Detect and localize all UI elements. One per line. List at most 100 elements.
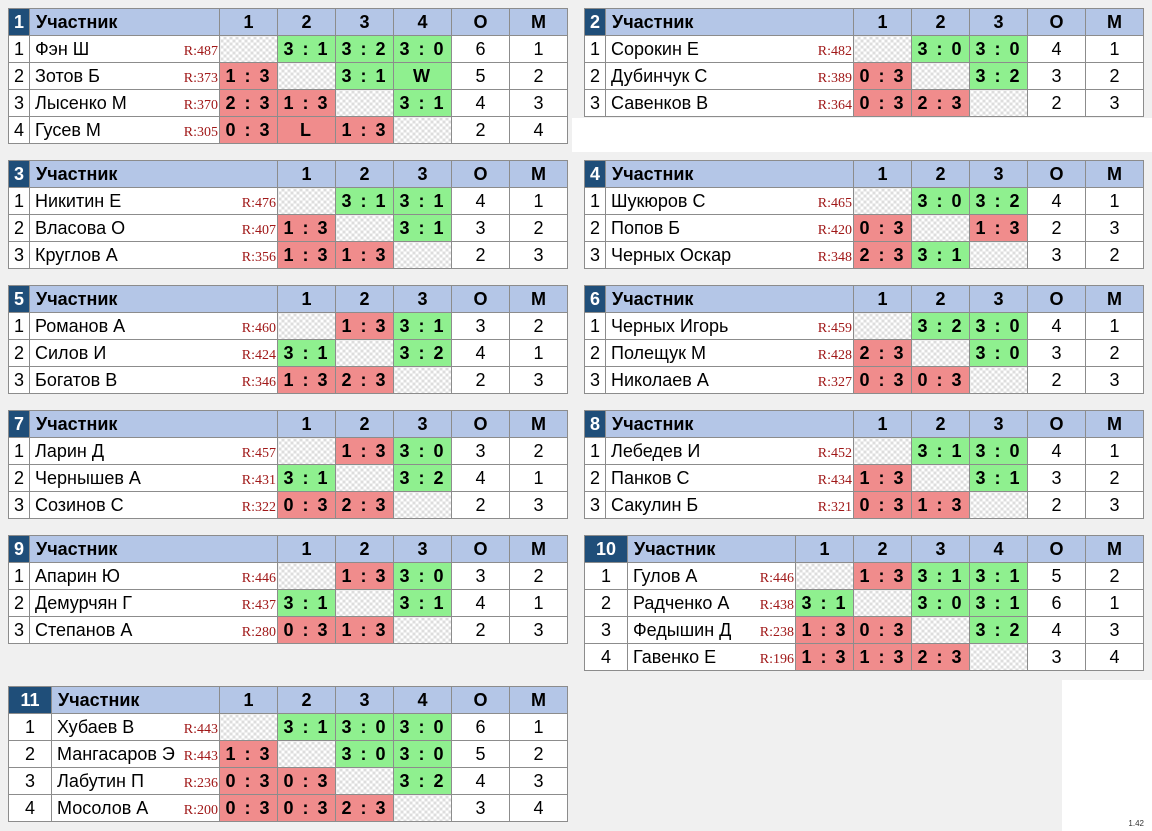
match-result: 3 : 1 — [393, 312, 452, 340]
self-match-cell — [277, 312, 336, 340]
match-result: 3 : 2 — [393, 767, 452, 795]
place-value: 1 — [1085, 437, 1144, 465]
place-value: 2 — [509, 214, 568, 242]
points-value: 4 — [451, 187, 510, 215]
match-result: 3 : 0 — [393, 35, 452, 63]
participant-cell: Полещук М R:428 — [605, 339, 854, 367]
match-result: 3 : 1 — [335, 187, 394, 215]
group-number: 3 — [8, 160, 30, 188]
participant-name: Панков С — [611, 467, 690, 488]
participant-cell: Романов А R:460 — [29, 312, 278, 340]
participant-header: Участник — [29, 410, 278, 438]
participant-cell: Лабутин П R:236 — [51, 767, 220, 795]
match-result: 3 : 0 — [969, 339, 1028, 367]
participant-header: Участник — [605, 410, 854, 438]
participant-rating: R:482 — [817, 44, 852, 59]
participant-rating: R:476 — [241, 196, 276, 211]
place-header: М — [509, 686, 568, 714]
points-header: О — [1027, 160, 1086, 188]
row-number: 2 — [8, 589, 30, 617]
match-result: 0 : 3 — [853, 616, 912, 644]
participant-rating: R:446 — [759, 571, 794, 586]
place-header: М — [509, 410, 568, 438]
self-match-cell — [335, 339, 394, 367]
match-result: 1 : 3 — [853, 562, 912, 590]
participant-name: Николаев А — [611, 369, 709, 390]
self-match-cell — [335, 767, 394, 795]
points-value: 2 — [451, 241, 510, 269]
participant-rating: R:236 — [183, 776, 218, 791]
participant-rating: R:459 — [817, 321, 852, 336]
match-result: L — [277, 116, 336, 144]
participant-cell: Гулов А R:446 — [627, 562, 796, 590]
participant-name: Чернышев А — [35, 467, 141, 488]
place-header: М — [1085, 160, 1144, 188]
place-value: 3 — [1085, 491, 1144, 519]
match-result: 3 : 0 — [393, 740, 452, 768]
place-value: 2 — [1085, 241, 1144, 269]
participant-rating: R:348 — [817, 250, 852, 265]
points-value: 3 — [451, 214, 510, 242]
match-result: 1 : 3 — [335, 312, 394, 340]
place-header: М — [509, 160, 568, 188]
match-result: 3 : 2 — [969, 616, 1028, 644]
opponent-column-header: 1 — [277, 160, 336, 188]
opponent-column-header: 3 — [335, 8, 394, 36]
match-result: 1 : 3 — [277, 89, 336, 117]
points-value: 4 — [451, 339, 510, 367]
participant-rating: R:305 — [183, 125, 218, 140]
match-result: 3 : 0 — [911, 589, 970, 617]
row-number: 3 — [584, 616, 628, 644]
opponent-column-header: 2 — [335, 535, 394, 563]
points-value: 5 — [1027, 562, 1086, 590]
points-value: 4 — [1027, 187, 1086, 215]
place-header: М — [509, 285, 568, 313]
participant-cell: Степанов А R:280 — [29, 616, 278, 644]
place-value: 1 — [1085, 187, 1144, 215]
row-number: 1 — [584, 35, 606, 63]
opponent-column-header: 1 — [853, 8, 912, 36]
participant-rating: R:407 — [241, 223, 276, 238]
row-number: 4 — [8, 794, 52, 822]
place-value: 4 — [509, 794, 568, 822]
match-result: W — [393, 62, 452, 90]
participant-header: Участник — [605, 285, 854, 313]
group-number: 4 — [584, 160, 606, 188]
opponent-column-header: 2 — [911, 8, 970, 36]
points-value: 6 — [451, 35, 510, 63]
match-result: 2 : 3 — [853, 339, 912, 367]
participant-cell: Попов Б R:420 — [605, 214, 854, 242]
place-value: 1 — [509, 713, 568, 741]
opponent-column-header: 3 — [969, 410, 1028, 438]
match-result: 1 : 3 — [335, 616, 394, 644]
points-value: 4 — [1027, 35, 1086, 63]
points-value: 3 — [1027, 339, 1086, 367]
match-result: 3 : 1 — [393, 187, 452, 215]
opponent-column-header: 2 — [277, 686, 336, 714]
participant-cell: Богатов В R:346 — [29, 366, 278, 394]
participant-cell: Лысенко М R:370 — [29, 89, 220, 117]
participant-name: Власова О — [35, 217, 126, 238]
points-value: 2 — [1027, 214, 1086, 242]
match-result: 1 : 3 — [335, 437, 394, 465]
participant-name: Лебедев И — [611, 440, 701, 461]
participant-rating: R:238 — [759, 625, 794, 640]
points-value: 4 — [1027, 616, 1086, 644]
place-value: 2 — [1085, 464, 1144, 492]
row-number: 1 — [584, 437, 606, 465]
match-result: 3 : 0 — [393, 437, 452, 465]
participant-rating: R:452 — [817, 446, 852, 461]
opponent-column-header: 2 — [911, 285, 970, 313]
opponent-column-header: 3 — [393, 160, 452, 188]
participant-rating: R:389 — [817, 71, 852, 86]
participant-cell: Радченко А R:438 — [627, 589, 796, 617]
place-value: 2 — [509, 62, 568, 90]
